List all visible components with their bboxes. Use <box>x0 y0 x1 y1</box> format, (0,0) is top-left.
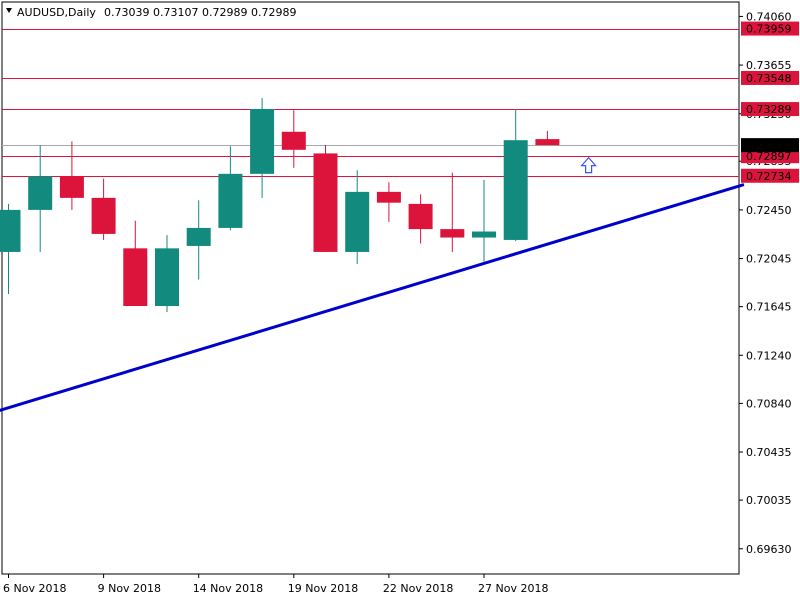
y-tick-label: 0.72045 <box>746 253 792 266</box>
y-tick-label: 0.73655 <box>746 59 792 72</box>
level-price-label: 0.73289 <box>746 103 792 116</box>
y-tick-label: 0.71240 <box>746 349 792 362</box>
candle-body <box>123 248 147 306</box>
candle-body <box>377 192 401 203</box>
candle-body <box>155 248 179 306</box>
y-tick-label: 0.70035 <box>746 494 792 507</box>
ohlc-values: 0.73039 0.73107 0.72989 0.72989 <box>104 6 296 19</box>
y-tick-label: 0.74060 <box>746 10 792 23</box>
candle-body <box>504 140 528 240</box>
x-tick-label: 19 Nov 2018 <box>288 582 358 595</box>
x-tick-label: 22 Nov 2018 <box>383 582 453 595</box>
level-price-label: 0.73548 <box>746 72 792 85</box>
candle-body <box>187 228 211 246</box>
level-price-label: 0.72734 <box>746 170 792 183</box>
candle-body <box>314 153 338 252</box>
candle-body <box>250 109 274 174</box>
y-tick-label: 0.70840 <box>746 397 792 410</box>
candle-body <box>282 132 306 150</box>
candle-body <box>472 232 496 238</box>
y-tick-label: 0.69630 <box>746 543 792 556</box>
chart-header: AUDUSD,Daily 0.73039 0.73107 0.72989 0.7… <box>6 6 296 19</box>
x-tick-label: 27 Nov 2018 <box>478 582 548 595</box>
candle <box>314 145 338 252</box>
candle-body <box>0 210 21 252</box>
candle-body <box>535 139 559 145</box>
current-price-label: 0.72989 <box>746 139 792 152</box>
y-tick-label: 0.72450 <box>746 204 792 217</box>
candle-body <box>60 176 84 198</box>
candle-body <box>409 204 433 229</box>
symbol-timeframe: AUDUSD,Daily <box>17 6 96 19</box>
candle-body <box>345 192 369 252</box>
candle-body <box>440 229 464 237</box>
level-price-label: 0.72897 <box>746 150 792 163</box>
candle-body <box>28 176 52 210</box>
x-tick-label: 14 Nov 2018 <box>193 582 263 595</box>
y-tick-label: 0.71645 <box>746 301 792 314</box>
candle-body <box>218 174 242 228</box>
x-tick-label: 6 Nov 2018 <box>3 582 66 595</box>
level-price-label: 0.73959 <box>746 23 792 36</box>
x-tick-label: 9 Nov 2018 <box>98 582 161 595</box>
candle-body <box>92 198 116 234</box>
y-tick-label: 0.70435 <box>746 446 792 459</box>
